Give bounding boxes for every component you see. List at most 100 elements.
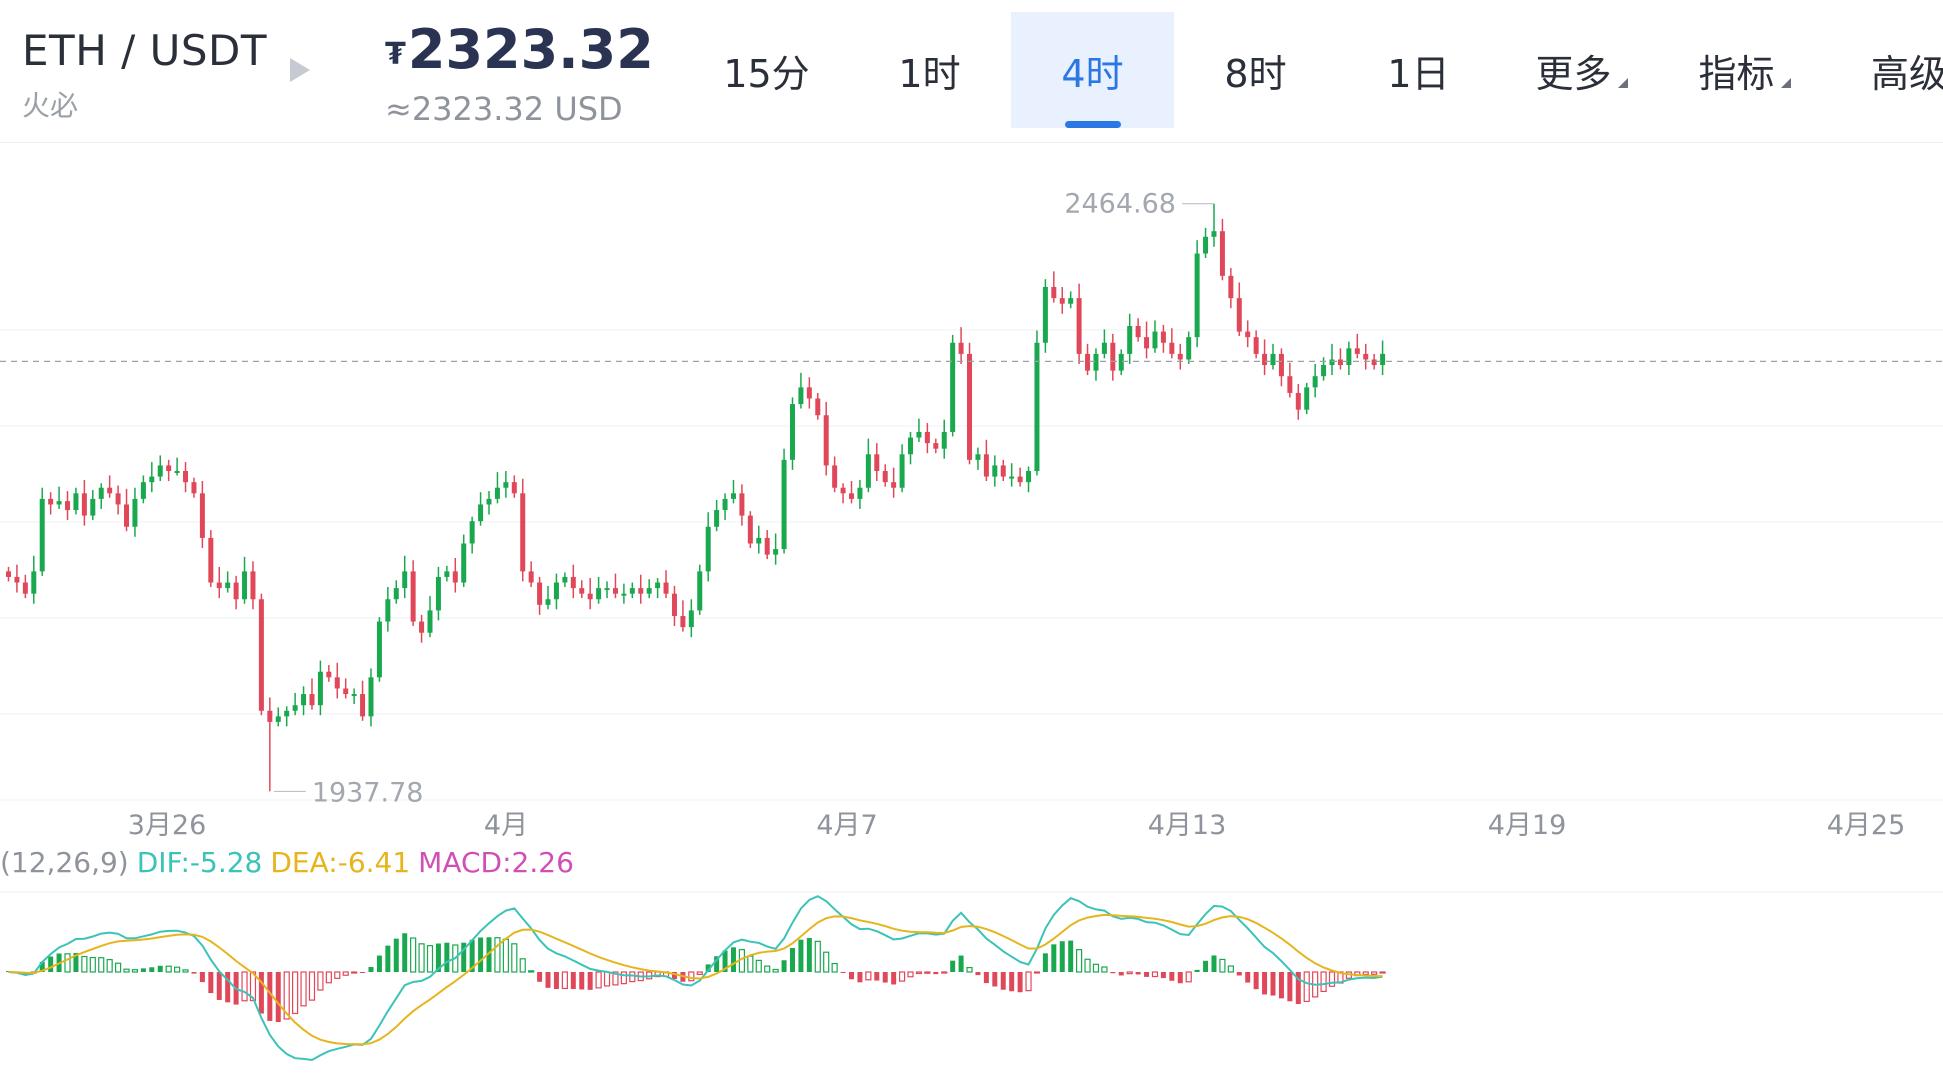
candle-body [208, 537, 214, 583]
tab-8h[interactable]: 8时 [1174, 12, 1337, 128]
candle-body [1177, 353, 1183, 360]
macd-histogram-bar [1177, 972, 1183, 984]
tab-label: 1日 [1387, 51, 1450, 96]
tab-label: 1时 [898, 51, 961, 96]
tab-advanced[interactable]: 高级 [1826, 12, 1943, 128]
macd-histogram-bar [342, 971, 349, 976]
candle-body [840, 487, 846, 494]
candle-body [1219, 231, 1225, 276]
candle-body [1321, 365, 1327, 377]
macd-histogram-bar [1009, 972, 1015, 992]
candle-body [351, 694, 357, 697]
candle-body [520, 493, 526, 572]
candle-body [764, 537, 770, 555]
candle-body [1304, 387, 1310, 410]
candle-body [267, 710, 273, 722]
macd-histogram-bar [376, 955, 382, 972]
candle-body [1346, 348, 1352, 366]
play-arrow-icon[interactable] [290, 58, 310, 82]
candle-body [1076, 298, 1082, 354]
candle-body [258, 599, 264, 711]
candle-body [124, 504, 130, 527]
candle-body [1211, 231, 1217, 237]
macd-histogram-bar [1379, 971, 1386, 974]
macd-histogram-bar [966, 966, 973, 973]
candle-body [663, 582, 669, 594]
candle-body [629, 588, 635, 594]
macd-histogram-bar [958, 955, 964, 972]
candle-body [1278, 353, 1284, 377]
candle-body [242, 571, 248, 600]
candle-body [1295, 392, 1301, 410]
candle-body [402, 571, 408, 589]
candle-body [199, 493, 205, 538]
candle-body [621, 593, 627, 596]
candle-body [157, 465, 163, 477]
candle-body [385, 599, 391, 622]
macd-histogram-bar [123, 968, 130, 973]
candle-body [494, 487, 500, 499]
candle-body [452, 571, 458, 583]
x-tick-label: 4月 [484, 810, 528, 841]
tab-1h[interactable]: 1时 [848, 12, 1011, 128]
macd-histogram-bar [1185, 971, 1192, 983]
candle-body [469, 521, 475, 544]
macd-histogram-bar [688, 971, 695, 982]
macd-histogram-bar [907, 971, 914, 978]
macd-legend: (12,26,9) DIF:-5.28 DEA:-6.41 MACD:2.26 [0, 846, 582, 879]
candle-body [1253, 337, 1259, 354]
tab-15m[interactable]: 15分 [685, 12, 848, 128]
candle-body [1135, 326, 1141, 338]
macd-histogram-bar [114, 962, 122, 973]
candle-body [545, 599, 551, 605]
macd-histogram-bar [1068, 940, 1074, 972]
candle-body [975, 454, 981, 460]
macd-histogram-bar [385, 945, 391, 972]
candle-body [503, 482, 509, 488]
current-price: ₮2323.32 [385, 18, 654, 81]
macd-histogram-bar [157, 965, 163, 972]
candle-body [537, 582, 543, 605]
candle-body [216, 582, 222, 589]
macd-histogram-bar [865, 971, 872, 981]
macd-histogram-bar [225, 972, 231, 1003]
macd-histogram-bar [1000, 972, 1006, 990]
macd-histogram-bar [983, 972, 989, 984]
candle-body [1245, 331, 1251, 338]
x-tick-label: 4月25 [1827, 810, 1906, 841]
macd-histogram-bar [48, 956, 54, 972]
macd-histogram-bar [410, 937, 417, 973]
macd-histogram-bar [98, 957, 105, 973]
candle-body [562, 576, 568, 583]
macd-histogram-bar [1227, 965, 1234, 973]
exchange-name: 火必 [22, 89, 79, 122]
candle-body [1380, 353, 1386, 366]
candle-body [1160, 331, 1166, 343]
candle-body [309, 694, 315, 706]
macd-params: (12,26,9) [0, 846, 129, 879]
macd-histogram-bar [772, 968, 779, 973]
macd-histogram-bar [814, 940, 821, 973]
candle-body [73, 493, 79, 511]
macd-histogram-bar [208, 972, 214, 994]
macd-histogram-bar [537, 972, 543, 982]
macd-histogram-bar [519, 958, 526, 973]
macd-histogram-bar [216, 972, 222, 1000]
candle-body [478, 504, 484, 522]
macd-histogram-bar [502, 938, 509, 973]
trading-pair[interactable]: ETH / USDT [22, 26, 268, 75]
candle-body [967, 353, 973, 460]
tab-indicators[interactable]: 指标 [1663, 12, 1826, 128]
candle-body [98, 487, 104, 499]
macd-histogram-bar [975, 972, 981, 976]
candle-body [1009, 476, 1015, 479]
candle-body [1059, 298, 1065, 304]
tab-1d[interactable]: 1日 [1337, 12, 1500, 128]
tab-4h[interactable]: 4时 [1011, 12, 1174, 128]
macd-histogram-bar [325, 971, 332, 984]
macd-histogram-bar [267, 972, 273, 1021]
macd-histogram-bar [106, 959, 113, 973]
tab-more[interactable]: 更多 [1500, 12, 1663, 128]
candle-body [570, 576, 576, 589]
